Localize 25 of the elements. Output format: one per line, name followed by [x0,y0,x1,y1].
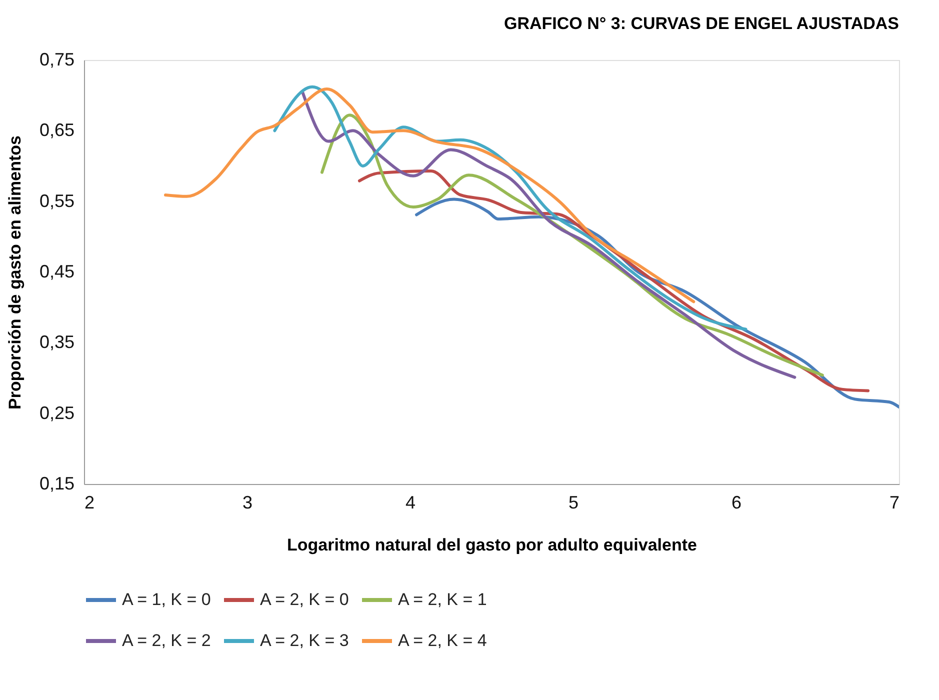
y-tick-label: 0,25 [39,402,74,423]
y-tick-label: 0,55 [39,190,74,211]
x-tick-label: 3 [242,492,253,512]
x-tick-label: 2 [84,492,95,512]
legend-label: A = 2, K = 0 [260,590,349,609]
legend-label: A = 2, K = 1 [398,590,487,609]
legend-label: A = 2, K = 4 [398,631,487,650]
y-axis-title: Proporción de gasto en alimentos [5,136,24,410]
legend-label: A = 2, K = 2 [122,631,211,650]
y-tick-label: 0,15 [39,474,74,494]
x-tick-label: 7 [889,492,900,512]
legend-label: A = 1, K = 0 [122,590,211,609]
x-tick-label: 5 [568,492,579,512]
x-tick-label: 4 [405,492,416,512]
line-series [300,90,796,379]
x-tick-label: 6 [731,492,742,512]
y-tick-label: 0,35 [39,332,74,352]
y-tick-label: 0,45 [39,262,74,282]
line-series [273,85,748,331]
legend-label: A = 2, K = 3 [260,631,349,650]
line-series [164,87,696,304]
y-tick-label: 0,75 [39,50,74,70]
x-axis-title: Logaritmo natural del gasto por adulto equivalente [287,536,697,554]
chart-title: GRAFICO N° 3: CURVAS DE ENGEL AJUSTADAS [504,14,899,33]
y-tick-label: 0,65 [39,120,74,140]
